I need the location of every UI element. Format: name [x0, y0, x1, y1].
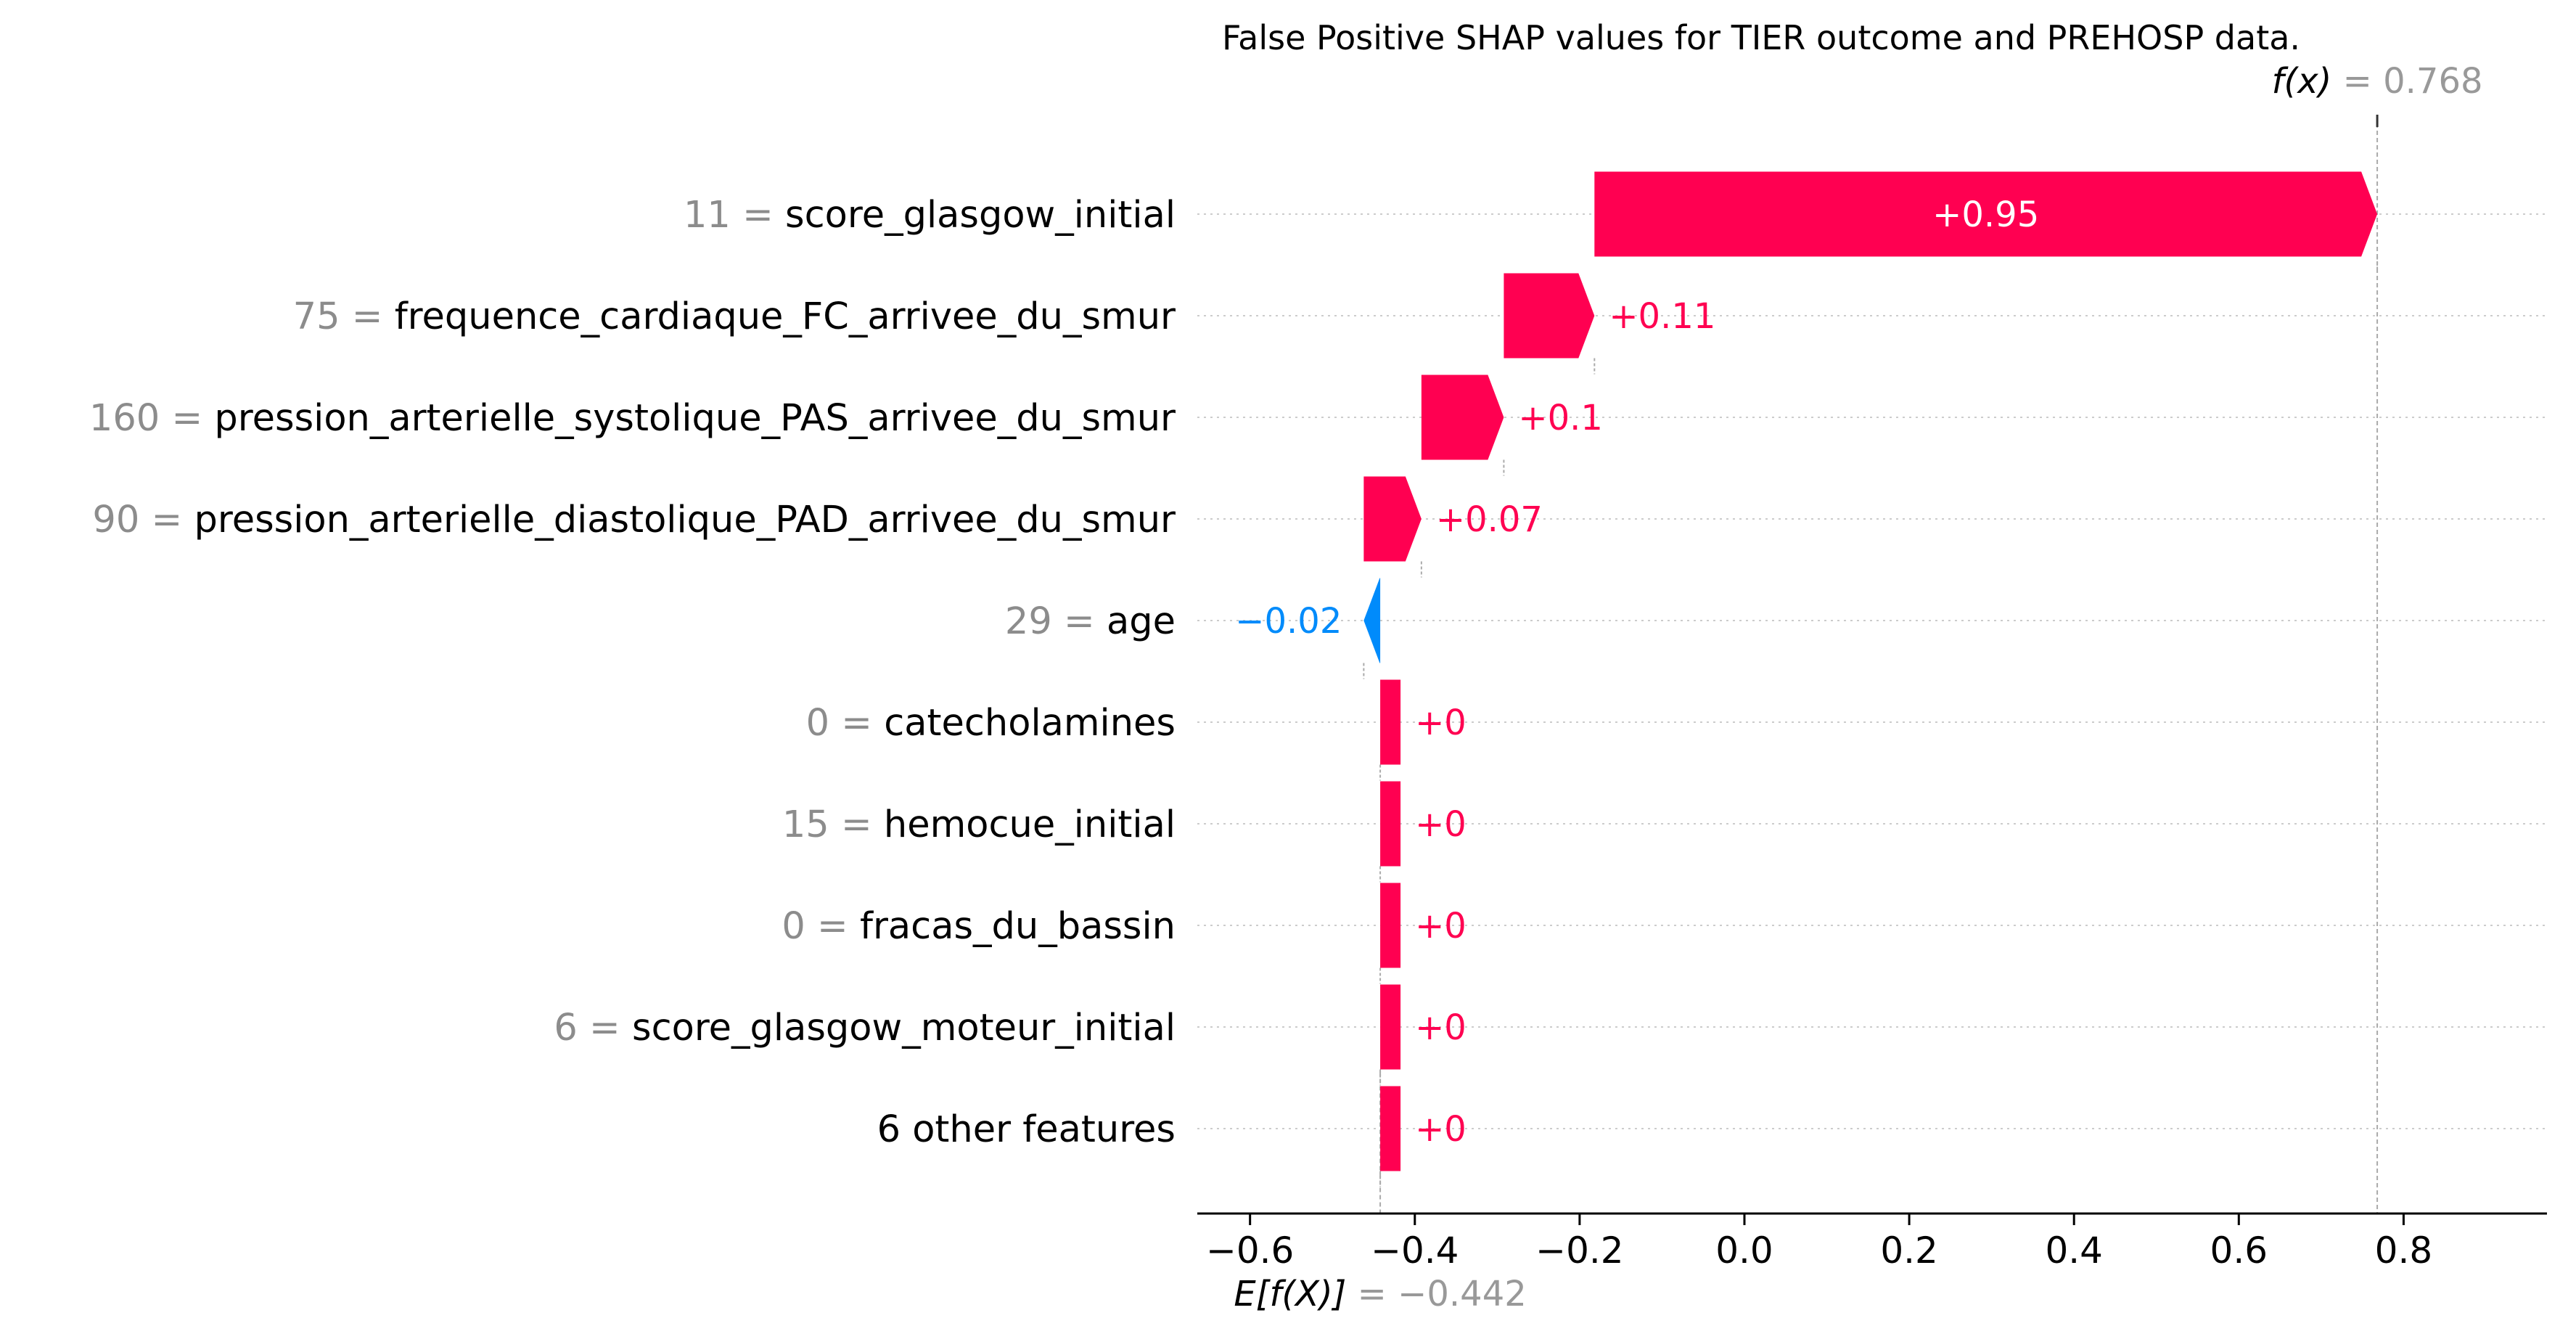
feature-name: fracas_du_bassin [860, 905, 1176, 948]
feature-value: 29 = [1005, 600, 1107, 643]
feature-name: age [1107, 600, 1176, 643]
bar-value-label: +0.1 [1518, 398, 1603, 438]
feature-label: 15 = hemocue_initial [782, 803, 1176, 846]
waterfall-bar [1380, 984, 1401, 1070]
feature-labels-layer: 11 = score_glasgow_initial 75 = frequence… [89, 194, 1176, 1151]
base-value-text: = −0.442 [1358, 1274, 1527, 1314]
feature-label: 29 = age [1005, 600, 1176, 643]
feature-label: 6 other features [877, 1108, 1176, 1151]
feature-value: 160 = [89, 397, 215, 440]
output-value-annotation: f(x) = 0.768 [2272, 61, 2483, 102]
feature-label: 0 = fracas_du_bassin [782, 905, 1176, 948]
bar-value-label: +0 [1415, 804, 1467, 845]
waterfall-bar [1594, 171, 2378, 257]
waterfall-bar [1380, 781, 1401, 867]
base-value-key: E[f(X)] [1234, 1274, 1357, 1314]
output-value-key: f(x) [2272, 61, 2343, 102]
bar-value-label: +0 [1415, 1007, 1467, 1048]
x-axis: −0.6 −0.4 −0.2 0.0 0.2 0.4 0.6 0.8 [1197, 1212, 2547, 1272]
feature-label: 11 = score_glasgow_initial [684, 194, 1176, 237]
feature-name: 6 other features [877, 1108, 1176, 1151]
x-tick-label: 0.0 [1715, 1229, 1773, 1272]
feature-label: 90 = pression_arterielle_diastolique_PAD… [92, 499, 1176, 541]
waterfall-bar [1380, 1086, 1401, 1171]
feature-label: 0 = catecholamines [806, 702, 1176, 745]
feature-value: 11 = [684, 194, 785, 237]
feature-name: hemocue_initial [884, 803, 1176, 846]
waterfall-bar [1363, 476, 1422, 562]
x-tick-label: −0.6 [1206, 1229, 1294, 1272]
waterfall-bar [1380, 679, 1401, 765]
feature-value: 0 = [806, 702, 885, 745]
feature-name: score_glasgow_initial [785, 194, 1176, 237]
x-tick-label: 0.6 [2210, 1229, 2268, 1272]
x-tick-label: 0.4 [2045, 1229, 2103, 1272]
feature-name: pression_arterielle_diastolique_PAD_arri… [194, 499, 1176, 541]
bar-value-label: +0 [1415, 1109, 1467, 1150]
feature-label: 75 = frequence_cardiaque_FC_arrivee_du_s… [293, 295, 1176, 338]
feature-value: 15 = [782, 803, 884, 846]
grid-layer [1197, 115, 2547, 1214]
chart-title: False Positive SHAP values for TIER outc… [1222, 18, 2300, 57]
x-tick-label: −0.2 [1535, 1229, 1623, 1272]
bars-layer: +0.95 +0.11 +0.1 +0.07 −0.02 +0 +0 +0 +0 +0 [1235, 171, 2379, 1187]
feature-name: frequence_cardiaque_FC_arrivee_du_smur [395, 295, 1176, 338]
bar-value-label: −0.02 [1235, 601, 1342, 642]
bar-value-label: +0 [1415, 906, 1467, 946]
waterfall-bar [1504, 273, 1595, 359]
waterfall-bar [1380, 883, 1401, 968]
bar-value-label: +0.11 [1609, 296, 1715, 337]
output-value-text: = 0.768 [2343, 61, 2483, 102]
waterfall-bar [1421, 375, 1504, 460]
feature-value: 0 = [782, 905, 860, 948]
bar-value-label: +0 [1415, 703, 1467, 743]
bar-value-label: +0.07 [1436, 499, 1543, 540]
feature-name: pression_arterielle_systolique_PAS_arriv… [214, 397, 1176, 440]
waterfall-bar [1363, 578, 1381, 663]
x-tick-label: 0.8 [2375, 1229, 2433, 1272]
feature-name: catecholamines [884, 702, 1176, 745]
x-tick-label: 0.2 [1880, 1229, 1938, 1272]
annotations-layer: E[f(X)] = −0.442 f(x) = 0.768 [1234, 61, 2482, 1314]
feature-value: 6 = [554, 1007, 632, 1049]
base-value-annotation: E[f(X)] = −0.442 [1234, 1274, 1526, 1314]
feature-value: 75 = [293, 295, 395, 338]
bar-value-label: +0.95 [1932, 195, 2039, 235]
feature-label: 6 = score_glasgow_moteur_initial [554, 1007, 1176, 1049]
x-tick-label: −0.4 [1371, 1229, 1459, 1272]
feature-value: 90 = [92, 499, 194, 541]
feature-name: score_glasgow_moteur_initial [632, 1007, 1176, 1049]
feature-label: 160 = pression_arterielle_systolique_PAS… [89, 397, 1176, 440]
